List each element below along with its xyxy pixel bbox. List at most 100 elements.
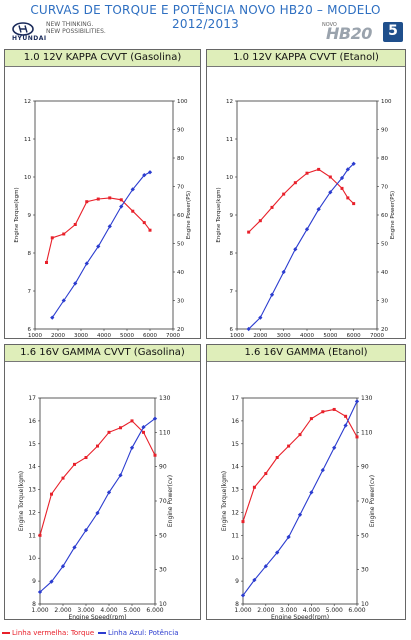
- y-left-tick-label: 8: [32, 601, 36, 608]
- torque-point: [108, 196, 112, 200]
- y-left-tick-label: 17: [28, 395, 36, 402]
- torque-point: [298, 433, 302, 437]
- power-point: [304, 227, 310, 232]
- chart-2-plot: 1000 2000 3000 4000 5000 6000 7000 6 7 8 9 10 11 12 20…: [216, 99, 396, 338]
- x-tick-label: 5000: [323, 333, 337, 338]
- power-point: [107, 224, 112, 229]
- power-point: [309, 490, 314, 495]
- x-axis-label: Engine Speed(rpm): [271, 614, 329, 619]
- torque-point: [96, 197, 100, 201]
- torque-point: [293, 181, 297, 185]
- y-right-tick-label: 130: [361, 395, 373, 402]
- y-right-tick-label: 80: [177, 156, 184, 162]
- power-point: [147, 170, 153, 175]
- power-point: [293, 247, 298, 252]
- y-left-tick-label: 9: [230, 213, 234, 219]
- power-point: [129, 445, 135, 450]
- y-left-tick-label: 15: [231, 441, 239, 448]
- y-right-tick-label: 90: [361, 464, 369, 471]
- torque-point: [287, 444, 291, 448]
- y-right-tick-label: 60: [381, 213, 388, 219]
- model-logo: NOVO HB20: [322, 22, 382, 43]
- y-left-tick-label: 11: [226, 137, 233, 143]
- power-point: [130, 187, 135, 192]
- y-right-tick-label: 10: [159, 601, 167, 608]
- x-tick-label: 2.000: [54, 607, 71, 614]
- y-right-tick-label: 80: [381, 156, 388, 162]
- power-point: [345, 167, 350, 172]
- torque-point: [264, 472, 268, 476]
- y-right-tick-label: 110: [361, 429, 373, 436]
- plot-frame: [236, 100, 378, 330]
- y-right-tick-label: 110: [159, 429, 171, 436]
- y-left-axis-label: Engine Torque(kgm): [221, 471, 228, 531]
- chart-panel-1: 1.0 12V KAPPA CVVT (Gasolina) 1000 2000 30…: [4, 49, 201, 339]
- y-right-tick-label: 100: [381, 99, 392, 105]
- y-right-tick-label: 40: [177, 270, 184, 276]
- torque-point: [96, 444, 99, 448]
- torque-point: [119, 426, 122, 430]
- y-left-tick-label: 8: [28, 251, 32, 257]
- y-left-tick-label: 16: [28, 418, 36, 425]
- power-point: [351, 161, 356, 166]
- torque-point: [73, 462, 76, 466]
- x-tick-label: 1.000: [234, 607, 251, 614]
- y-right-tick-label: 70: [361, 498, 369, 505]
- x-axis-label: Engine Speed(rpm): [68, 614, 126, 619]
- power-line: [242, 401, 358, 596]
- power-point: [72, 545, 77, 550]
- y-left-tick-label: 9: [235, 578, 239, 585]
- power-line: [248, 163, 355, 330]
- power-line: [51, 171, 151, 318]
- torque-point: [344, 414, 348, 418]
- torque-point: [317, 167, 321, 171]
- y-left-tick-label: 7: [28, 289, 32, 295]
- torque-point: [38, 533, 42, 537]
- y-left-tick-label: 12: [28, 509, 36, 516]
- torque-point: [247, 230, 251, 234]
- y-left-tick-label: 7: [230, 289, 234, 295]
- y-left-tick-label: 14: [231, 464, 239, 471]
- torque-point: [50, 492, 53, 496]
- y-left-tick-label: 11: [28, 532, 36, 539]
- x-tick-label: 3000: [74, 333, 88, 338]
- y-right-tick-label: 30: [381, 299, 388, 305]
- chart-title: 1.0 12V KAPPA CVVT (Gasolina): [5, 50, 200, 67]
- power-point: [281, 269, 286, 275]
- power-point: [119, 204, 124, 209]
- x-tick-label: 7000: [166, 333, 180, 338]
- x-tick-label: 6000: [347, 333, 361, 338]
- power-point: [316, 207, 321, 212]
- y-left-tick-label: 13: [28, 487, 36, 494]
- torque-point: [107, 430, 111, 434]
- chart-3-plot: 1.000 2.000 3.000 4.000 5.000 6.000 8 9 10 11 12 13…: [18, 395, 174, 619]
- plot-frame: [34, 100, 174, 330]
- torque-point: [328, 175, 332, 179]
- x-tick-label: 2000: [51, 333, 65, 338]
- power-point: [339, 175, 345, 181]
- y-right-tick-label: 30: [177, 299, 184, 305]
- x-tick-label: 5000: [120, 333, 134, 338]
- torque-point: [355, 435, 359, 439]
- y-left-tick-label: 12: [231, 509, 239, 516]
- y-left-axis-label: Engine Torque(kgm): [18, 471, 25, 531]
- y-right-tick-label: 70: [159, 498, 167, 505]
- y-left-tick-label: 6: [230, 327, 234, 333]
- chart-title: 1.6 16V GAMMA (Etanol): [207, 345, 405, 362]
- version-badge: 5: [383, 22, 403, 42]
- torque-point: [119, 198, 123, 202]
- torque-point: [258, 219, 262, 223]
- torque-line: [248, 168, 355, 233]
- x-tick-label: 2.000: [257, 607, 274, 614]
- x-tick-label: 3.000: [77, 607, 94, 614]
- torque-point: [142, 430, 145, 434]
- power-point: [332, 445, 337, 450]
- y-right-tick-label: 90: [381, 128, 388, 134]
- torque-point: [142, 221, 146, 225]
- power-point: [106, 490, 112, 495]
- legend-power-swatch: [98, 632, 106, 634]
- tagline: NEW THINKING. NEW POSSIBILITIES.: [46, 21, 106, 35]
- y-right-axis-label: Engine Power(cv): [167, 475, 174, 527]
- y-right-tick-label: 90: [177, 128, 184, 134]
- torque-point: [270, 205, 274, 209]
